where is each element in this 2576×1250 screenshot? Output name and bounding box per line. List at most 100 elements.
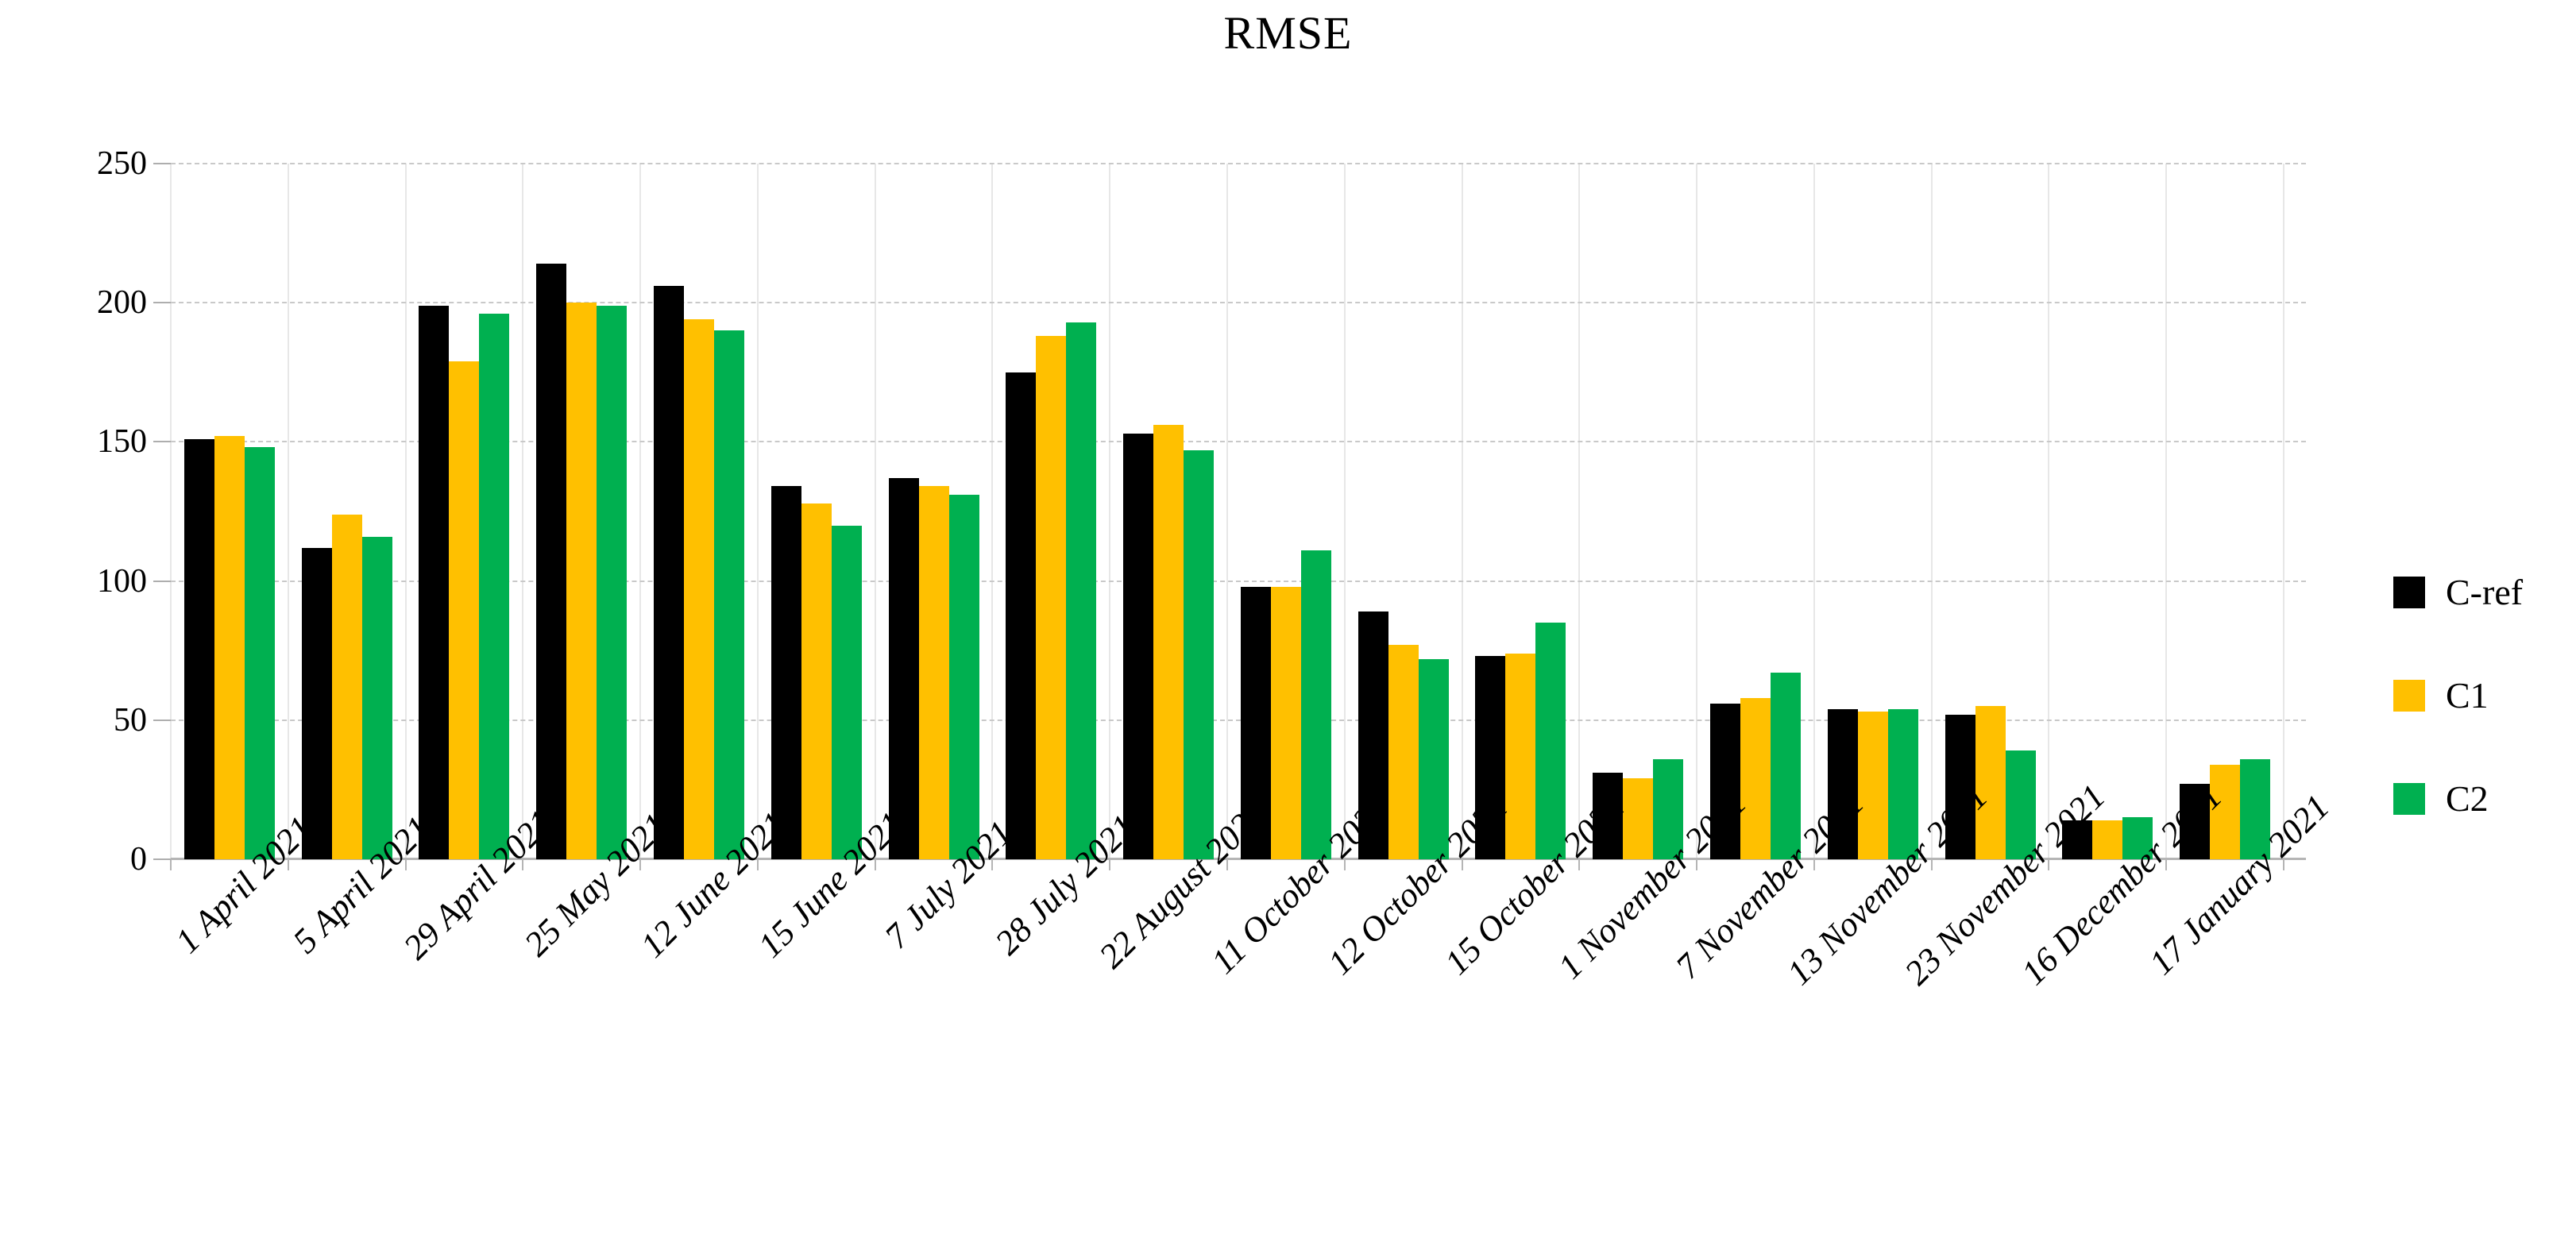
horizontal-gridline (171, 163, 2306, 164)
legend-swatch-icon (2393, 783, 2425, 815)
bar-c2 (1770, 673, 1801, 859)
y-axis-tick-label: 50 (114, 701, 147, 739)
bar-group-10 (1227, 164, 1345, 859)
legend-swatch-icon (2393, 577, 2425, 608)
bar-c-ref (770, 486, 801, 859)
bar-c-ref (1709, 703, 1740, 859)
y-axis-tick (153, 302, 171, 304)
y-axis-tick (153, 580, 171, 582)
vertical-gridline (639, 164, 642, 859)
bar-c2 (1300, 550, 1331, 859)
vertical-gridline (1226, 164, 1228, 859)
bar-c-ref (1475, 656, 1506, 859)
bar-c-ref (536, 264, 567, 859)
x-axis-tick (170, 859, 172, 870)
bar-c1 (683, 319, 714, 859)
vertical-gridline (1109, 164, 1111, 859)
bar-c2 (2005, 750, 2036, 859)
bar-group-16 (1932, 164, 2049, 859)
bar-c1 (2210, 764, 2241, 859)
bar-c1 (214, 436, 245, 859)
bar-group-5 (640, 164, 758, 859)
bar-c2 (244, 447, 275, 859)
bar-c-ref (1827, 708, 1858, 859)
bar-c1 (918, 486, 949, 859)
x-axis-tick (1813, 859, 1815, 870)
vertical-gridline (1461, 164, 1463, 859)
bar-group-18 (2166, 164, 2284, 859)
x-axis-tick (2165, 859, 2168, 870)
bar-group-2 (288, 164, 406, 859)
bar-c2 (1887, 708, 1918, 859)
bar-c2 (1184, 449, 1215, 859)
y-axis-tick-label: 250 (97, 145, 147, 182)
plot-area (153, 163, 2306, 870)
bar-c-ref (2062, 820, 2093, 859)
legend-label: C2 (2446, 778, 2489, 819)
vertical-gridline (991, 164, 994, 859)
bar-c1 (801, 503, 832, 859)
bar-c2 (1418, 658, 1449, 859)
bar-group-4 (523, 164, 640, 859)
bar-c1 (2092, 820, 2123, 859)
x-axis-tick (756, 859, 759, 870)
x-axis-tick (1461, 859, 1463, 870)
bar-c-ref (1240, 586, 1271, 859)
bar-group-6 (758, 164, 875, 859)
bar-c-ref (1123, 433, 1154, 859)
y-axis: 0 50 100 150 200 250 (24, 145, 147, 878)
bar-c1 (449, 361, 480, 859)
vertical-gridline (1578, 164, 1581, 859)
horizontal-gridline (171, 719, 2306, 721)
x-axis-labels: 1 April 2021 5 April 2021 29 April 2021 25 … (168, 777, 2337, 1250)
legend-label: C-ref (2446, 572, 2524, 612)
bar-c1 (1740, 697, 1771, 859)
bar-c1 (566, 303, 597, 859)
y-axis-tick-label: 0 (130, 841, 147, 878)
vertical-gridline (2165, 164, 2168, 859)
x-axis-tick (1343, 859, 1346, 870)
horizontal-gridline (171, 302, 2306, 304)
x-axis-tick (404, 859, 407, 870)
bar-c-ref (1593, 773, 1624, 859)
vertical-gridline (522, 164, 524, 859)
bar-c2 (2240, 758, 2271, 859)
x-axis-tick (1930, 859, 1933, 870)
vertical-gridline (287, 164, 289, 859)
bar-c2 (479, 314, 510, 859)
vertical-gridline (2283, 164, 2284, 859)
x-axis-tick (1578, 859, 1581, 870)
x-axis-tick (287, 859, 289, 870)
bar-c2 (713, 330, 744, 859)
vertical-gridline (1343, 164, 1346, 859)
vertical-gridline (2048, 164, 2050, 859)
vertical-gridline (756, 164, 759, 859)
x-axis-tick (2283, 859, 2284, 870)
y-axis-tick (153, 441, 171, 443)
y-axis-tick (153, 719, 171, 721)
bar-c1 (1036, 336, 1067, 859)
x-axis-tick (2048, 859, 2050, 870)
legend-swatch-icon (2393, 680, 2425, 712)
x-axis-tick (991, 859, 994, 870)
bar-group-13 (1579, 164, 1697, 859)
bar-c2 (1535, 623, 1566, 859)
bar-c1 (1623, 778, 1654, 859)
bar-group-17 (2049, 164, 2166, 859)
y-axis-tick-label: 100 (97, 562, 147, 600)
x-axis-line (171, 858, 2306, 860)
bar-c1 (1975, 706, 2006, 859)
x-axis-tick (1109, 859, 1111, 870)
bar-c-ref (301, 547, 332, 859)
bar-c1 (1857, 712, 1888, 859)
chart-title: RMSE (1223, 7, 1353, 59)
legend-label: C1 (2446, 675, 2489, 716)
bar-c2 (948, 494, 979, 859)
x-axis-tick (639, 859, 642, 870)
y-axis-tick-label: 150 (97, 423, 147, 461)
bar-c-ref (183, 438, 214, 859)
bar-c-ref (888, 477, 919, 859)
y-axis-tick (153, 163, 171, 164)
bar-c-ref (1945, 714, 1975, 859)
